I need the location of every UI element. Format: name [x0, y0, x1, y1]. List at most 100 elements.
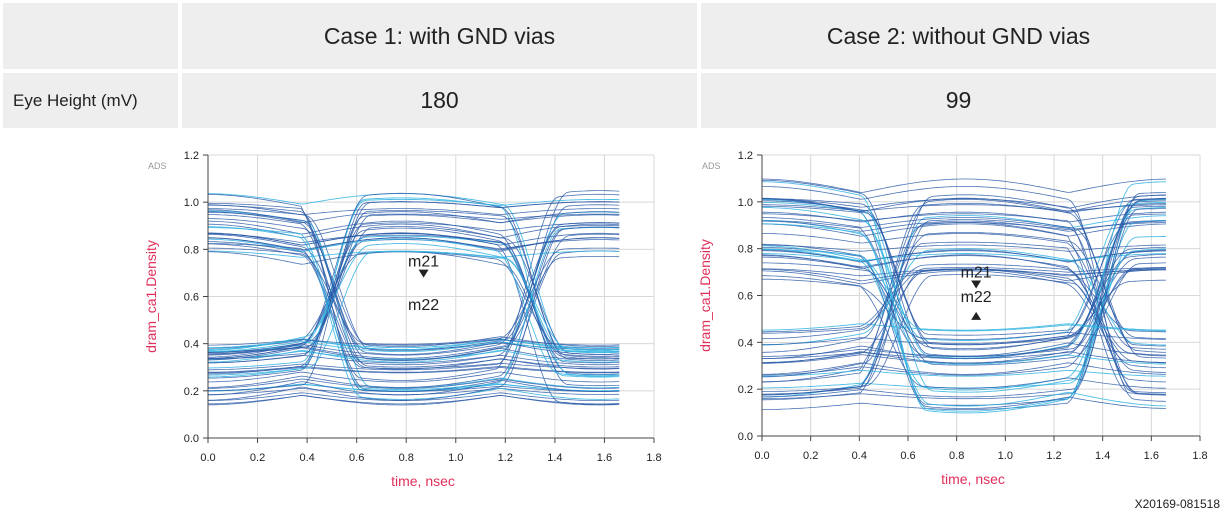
- marker-m22-label: m22: [961, 289, 992, 306]
- eye-trace: [208, 233, 620, 355]
- table-corner-cell: [3, 3, 178, 69]
- eye-trace: [762, 198, 1166, 351]
- eye-trace: [762, 223, 1166, 365]
- eye-trace: [208, 233, 620, 361]
- x-tick-label: 0.0: [200, 452, 215, 464]
- marker-m21-label: m21: [961, 264, 992, 281]
- x-tick-label: 0.4: [299, 452, 314, 464]
- eye-trace: [762, 323, 1166, 331]
- eye-trace: [208, 226, 620, 401]
- eye-trace: [208, 241, 620, 370]
- x-axis-label: time, nsec: [391, 473, 455, 489]
- eye-trace: [208, 208, 620, 216]
- eye-trace: [762, 253, 1166, 262]
- eye-trace: [762, 267, 1166, 334]
- x-tick-label: 0.8: [399, 452, 414, 464]
- eye-trace: [762, 269, 1166, 392]
- eye-trace: [762, 254, 1166, 373]
- x-tick-label: 1.4: [547, 452, 562, 464]
- eye-trace: [208, 341, 620, 353]
- eye-trace: [762, 369, 1166, 377]
- eye-trace: [762, 203, 1166, 383]
- x-axis-label: time, nsec: [941, 471, 1005, 487]
- eye-trace: [208, 210, 620, 360]
- eye-traces: [208, 190, 620, 406]
- y-tick-label: 0.6: [184, 292, 199, 304]
- eye-trace: [762, 245, 1166, 407]
- eye-trace: [762, 198, 1166, 336]
- eye-trace: [762, 199, 1166, 353]
- eye-trace: [208, 211, 620, 360]
- eye-trace: [208, 226, 620, 388]
- eye-trace: [208, 220, 620, 357]
- eye-trace: [208, 211, 620, 368]
- eye-trace: [208, 222, 620, 379]
- eye-trace: [208, 247, 620, 345]
- x-tick-label: 1.0: [448, 452, 463, 464]
- eye-trace: [762, 274, 1166, 396]
- eye-trace: [208, 365, 620, 373]
- eye-height-case-2: 99: [701, 73, 1216, 128]
- eye-trace: [762, 220, 1166, 344]
- marker-m22-arrow: [971, 311, 982, 320]
- y-axis-label: dram_ca1.Density: [143, 240, 159, 353]
- marker-m21-label: m21: [408, 254, 439, 271]
- y-tick-label: 0.8: [738, 244, 753, 256]
- eye-trace: [208, 371, 620, 383]
- eye-trace: [762, 186, 1166, 402]
- x-tick-label: 0.4: [852, 450, 867, 462]
- y-tick-label: 1.0: [184, 197, 199, 209]
- x-tick-label: 0.0: [754, 450, 769, 462]
- y-tick-label: 1.2: [738, 150, 753, 162]
- x-tick-label: 1.2: [498, 452, 513, 464]
- y-tick-label: 0.8: [184, 244, 199, 256]
- eye-trace: [762, 236, 1166, 389]
- y-tick-label: 0.2: [184, 386, 199, 398]
- eye-trace: [208, 198, 620, 369]
- eye-trace: [762, 250, 1166, 262]
- eye-trace: [208, 226, 620, 400]
- eye-trace: [208, 378, 620, 389]
- eye-trace: [762, 278, 1166, 340]
- eye-trace: [208, 233, 620, 387]
- ads-watermark: ADS: [702, 161, 721, 171]
- eye-trace: [762, 262, 1166, 366]
- y-tick-label: 1.0: [738, 197, 753, 209]
- eye-trace: [208, 243, 620, 352]
- eye-trace: [762, 208, 1166, 400]
- y-tick-label: 1.2: [184, 150, 199, 162]
- marker-m21-arrow: [418, 269, 429, 278]
- x-tick-label: 0.6: [900, 450, 915, 462]
- eye-height-case-1: 180: [182, 73, 697, 128]
- x-tick-label: 1.8: [646, 452, 661, 464]
- eye-traces: [762, 178, 1166, 414]
- eye-trace: [762, 220, 1166, 232]
- y-tick-label: 0.0: [738, 431, 753, 443]
- x-tick-label: 1.4: [1095, 450, 1110, 462]
- x-tick-label: 1.6: [597, 452, 612, 464]
- x-tick-label: 0.2: [250, 452, 265, 464]
- header-case-2: Case 2: without GND vias: [701, 3, 1216, 69]
- eye-trace: [208, 214, 620, 366]
- x-tick-label: 0.6: [349, 452, 364, 464]
- x-tick-label: 1.6: [1144, 450, 1159, 462]
- row-label-eye-height: Eye Height (mV): [3, 73, 178, 128]
- eye-trace: [762, 248, 1166, 346]
- eye-trace: [208, 238, 620, 377]
- eye-trace: [208, 394, 620, 406]
- eye-trace: [762, 181, 1166, 414]
- eye-trace: [762, 244, 1166, 252]
- eye-trace: [762, 275, 1166, 389]
- y-tick-label: 0.6: [738, 291, 753, 303]
- x-tick-label: 1.8: [1192, 450, 1207, 462]
- eye-trace: [208, 367, 620, 374]
- eye-trace: [762, 279, 1166, 345]
- marker-m22-label: m22: [408, 297, 439, 314]
- eye-trace: [208, 192, 620, 358]
- eye-trace: [762, 243, 1166, 409]
- eye-trace: [762, 268, 1166, 282]
- y-tick-label: 0.2: [738, 384, 753, 396]
- eye-trace: [762, 223, 1166, 237]
- x-tick-label: 0.2: [803, 450, 818, 462]
- eye-trace: [762, 197, 1166, 212]
